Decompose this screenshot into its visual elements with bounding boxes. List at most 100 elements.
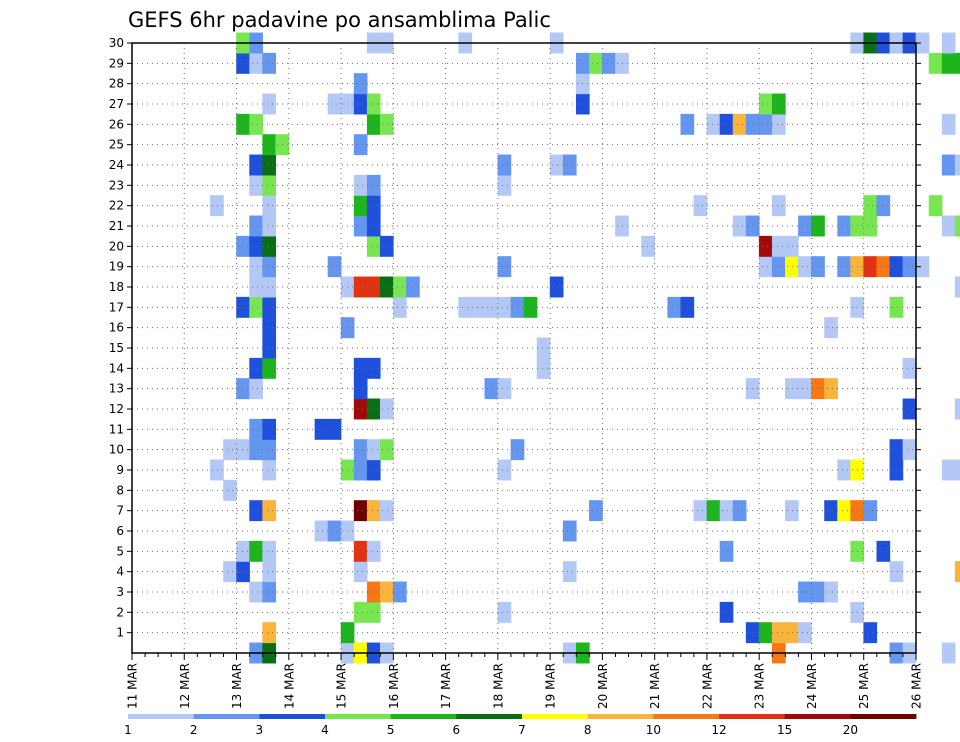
precip-cell-member-1-step-51 bbox=[798, 622, 812, 644]
y-tick-label-25: 25 bbox=[109, 138, 124, 152]
precip-cell-member-9-step-63 bbox=[954, 459, 960, 481]
precip-cell-member-15-step-10 bbox=[262, 337, 277, 359]
precip-cell-member-26-step-19 bbox=[379, 113, 394, 135]
precip-cell-member-17-step-25 bbox=[458, 296, 473, 318]
x-tick-label-2: 13 MAR bbox=[230, 663, 244, 709]
precip-cell-member-7-step-46 bbox=[732, 500, 747, 522]
y-tick-label-4: 4 bbox=[116, 565, 124, 579]
colorbar-swatch-6 bbox=[522, 714, 589, 719]
precip-cell-member-7-step-17 bbox=[353, 500, 368, 522]
precip-cell-member-9-step-18 bbox=[366, 459, 381, 481]
precip-cell-member-27-step-49 bbox=[771, 93, 786, 115]
y-tick-label-26: 26 bbox=[109, 117, 124, 131]
precip-cell-member-10-step-7 bbox=[223, 439, 237, 461]
precip-cell-member-22-step-56 bbox=[863, 195, 878, 217]
colorbar-label-6: 6 bbox=[453, 723, 461, 737]
precip-cell-member-21-step-56 bbox=[863, 215, 878, 237]
precip-cell-member-2-step-45 bbox=[719, 601, 734, 623]
precip-cell-member-21-step-52 bbox=[811, 215, 825, 237]
dotted-grid bbox=[132, 42, 916, 653]
precip-cell-member-6-step-15 bbox=[327, 520, 342, 542]
precip-cell-member-11-step-14 bbox=[314, 418, 329, 440]
precip-cell-member-16-step-53 bbox=[824, 317, 838, 339]
colorbar-label-10: 10 bbox=[646, 723, 661, 737]
precip-cell-member-21-step-62 bbox=[941, 215, 956, 237]
precip-cell-member-18-step-17 bbox=[353, 276, 368, 298]
y-tick-label-13: 13 bbox=[109, 382, 124, 396]
precip-cell-member-18-step-32 bbox=[549, 276, 564, 298]
precip-cell-member-9-step-10 bbox=[262, 459, 277, 481]
y-tick-label-9: 9 bbox=[116, 463, 124, 477]
precip-cell-member-24-step-63 bbox=[954, 154, 960, 176]
precip-cell-member-20-step-8 bbox=[236, 235, 250, 257]
precip-cell-member-17-step-58 bbox=[889, 296, 904, 318]
precip-cell-member-19-step-54 bbox=[837, 256, 851, 278]
colorbar-label-12: 12 bbox=[711, 723, 726, 737]
x-tick-label-4: 15 MAR bbox=[335, 663, 349, 709]
y-tick-label-17: 17 bbox=[109, 300, 124, 314]
precip-cell-member-25-step-10 bbox=[262, 134, 277, 156]
y-axis-ticks: 1234567891011121314151617181920212223242… bbox=[109, 36, 921, 640]
precip-cell-member-29-step-9 bbox=[249, 52, 263, 74]
precip-cell-member-14-step-59 bbox=[902, 357, 917, 379]
precip-cell-member-3-step-10 bbox=[262, 581, 277, 603]
precip-cell-member-19-step-60 bbox=[915, 256, 930, 278]
colorbar-label-20: 20 bbox=[843, 723, 858, 737]
precip-cell-member-12-step-17 bbox=[353, 398, 368, 420]
y-tick-label-1: 1 bbox=[116, 626, 124, 640]
x-tick-label-6: 17 MAR bbox=[439, 663, 453, 709]
precip-cell-member-11-step-15 bbox=[327, 418, 342, 440]
precip-cell-member-12-step-19 bbox=[379, 398, 394, 420]
precip-cell-member-3-step-19 bbox=[379, 581, 394, 603]
precip-cell-member-18-step-19 bbox=[379, 276, 394, 298]
y-tick-label-3: 3 bbox=[116, 585, 124, 599]
precip-cell-member-13-step-28 bbox=[497, 378, 512, 400]
precip-cell-member-7-step-44 bbox=[706, 500, 721, 522]
colorbar-swatch-10 bbox=[784, 714, 851, 719]
precip-cell-member-30-step-60 bbox=[915, 32, 930, 54]
colorbar-swatch-9 bbox=[719, 714, 786, 719]
precip-cell-member-13-step-17 bbox=[353, 378, 368, 400]
precip-cell-member-4-step-17 bbox=[353, 561, 368, 583]
precip-cell-member-13-step-27 bbox=[484, 378, 499, 400]
y-tick-label-16: 16 bbox=[109, 321, 124, 335]
colorbar-label-15: 15 bbox=[777, 723, 792, 737]
colorbar-swatch-3 bbox=[325, 714, 392, 719]
precip-cell-member-21-step-9 bbox=[249, 215, 263, 237]
precip-cell-member-20-step-48 bbox=[758, 235, 773, 257]
precip-cell-member-9-step-58 bbox=[889, 459, 904, 481]
precip-cell-member-25-step-17 bbox=[353, 134, 368, 156]
precip-cell-member-29-step-35 bbox=[589, 52, 603, 74]
precip-cell-member-13-step-8 bbox=[236, 378, 250, 400]
precip-cell-member-20-step-19 bbox=[379, 235, 394, 257]
precip-cell-member-4-step-7 bbox=[223, 561, 237, 583]
colorbar-swatch-4 bbox=[390, 714, 457, 719]
y-tick-label-24: 24 bbox=[109, 158, 124, 172]
precip-cell-member-6-step-14 bbox=[314, 520, 329, 542]
precip-cell-member-29-step-8 bbox=[236, 52, 250, 74]
y-tick-label-29: 29 bbox=[109, 56, 124, 70]
precip-cell-member-11-step-10 bbox=[262, 418, 277, 440]
precip-cell-member-2-step-18 bbox=[366, 601, 381, 623]
colorbar-label-2: 2 bbox=[190, 723, 198, 737]
precip-cell-member-7-step-19 bbox=[379, 500, 394, 522]
precip-cell-member-17-step-41 bbox=[667, 296, 682, 318]
precip-cell-member-9-step-6 bbox=[210, 459, 224, 481]
x-tick-label-5: 16 MAR bbox=[387, 663, 401, 709]
x-axis-ticks: 11 MAR 12 MAR 13 MAR 14 MAR 15 MAR 16 MAR 17 M… bbox=[126, 653, 924, 709]
x-tick-label-7: 18 MAR bbox=[491, 663, 505, 709]
precip-cell-member-3-step-18 bbox=[366, 581, 381, 603]
precip-cell-member-27-step-10 bbox=[262, 93, 277, 115]
precip-cell-member-18-step-63 bbox=[954, 276, 960, 298]
colorbar-label-3: 3 bbox=[256, 723, 264, 737]
precip-cell-member-23-step-18 bbox=[366, 174, 381, 196]
precip-cell-member-5-step-9 bbox=[249, 540, 263, 562]
precip-cell-member-10-step-59 bbox=[902, 439, 917, 461]
colorbar-swatch-2 bbox=[259, 714, 326, 719]
colorbar-swatch-5 bbox=[456, 714, 523, 719]
precip-cell-member-8-step-7 bbox=[223, 479, 237, 501]
precip-cell-member-19-step-56 bbox=[863, 256, 878, 278]
precip-cell-member-22-step-10 bbox=[262, 195, 277, 217]
precip-cell-member-12-step-18 bbox=[366, 398, 381, 420]
precip-cell-member-24-step-32 bbox=[549, 154, 564, 176]
